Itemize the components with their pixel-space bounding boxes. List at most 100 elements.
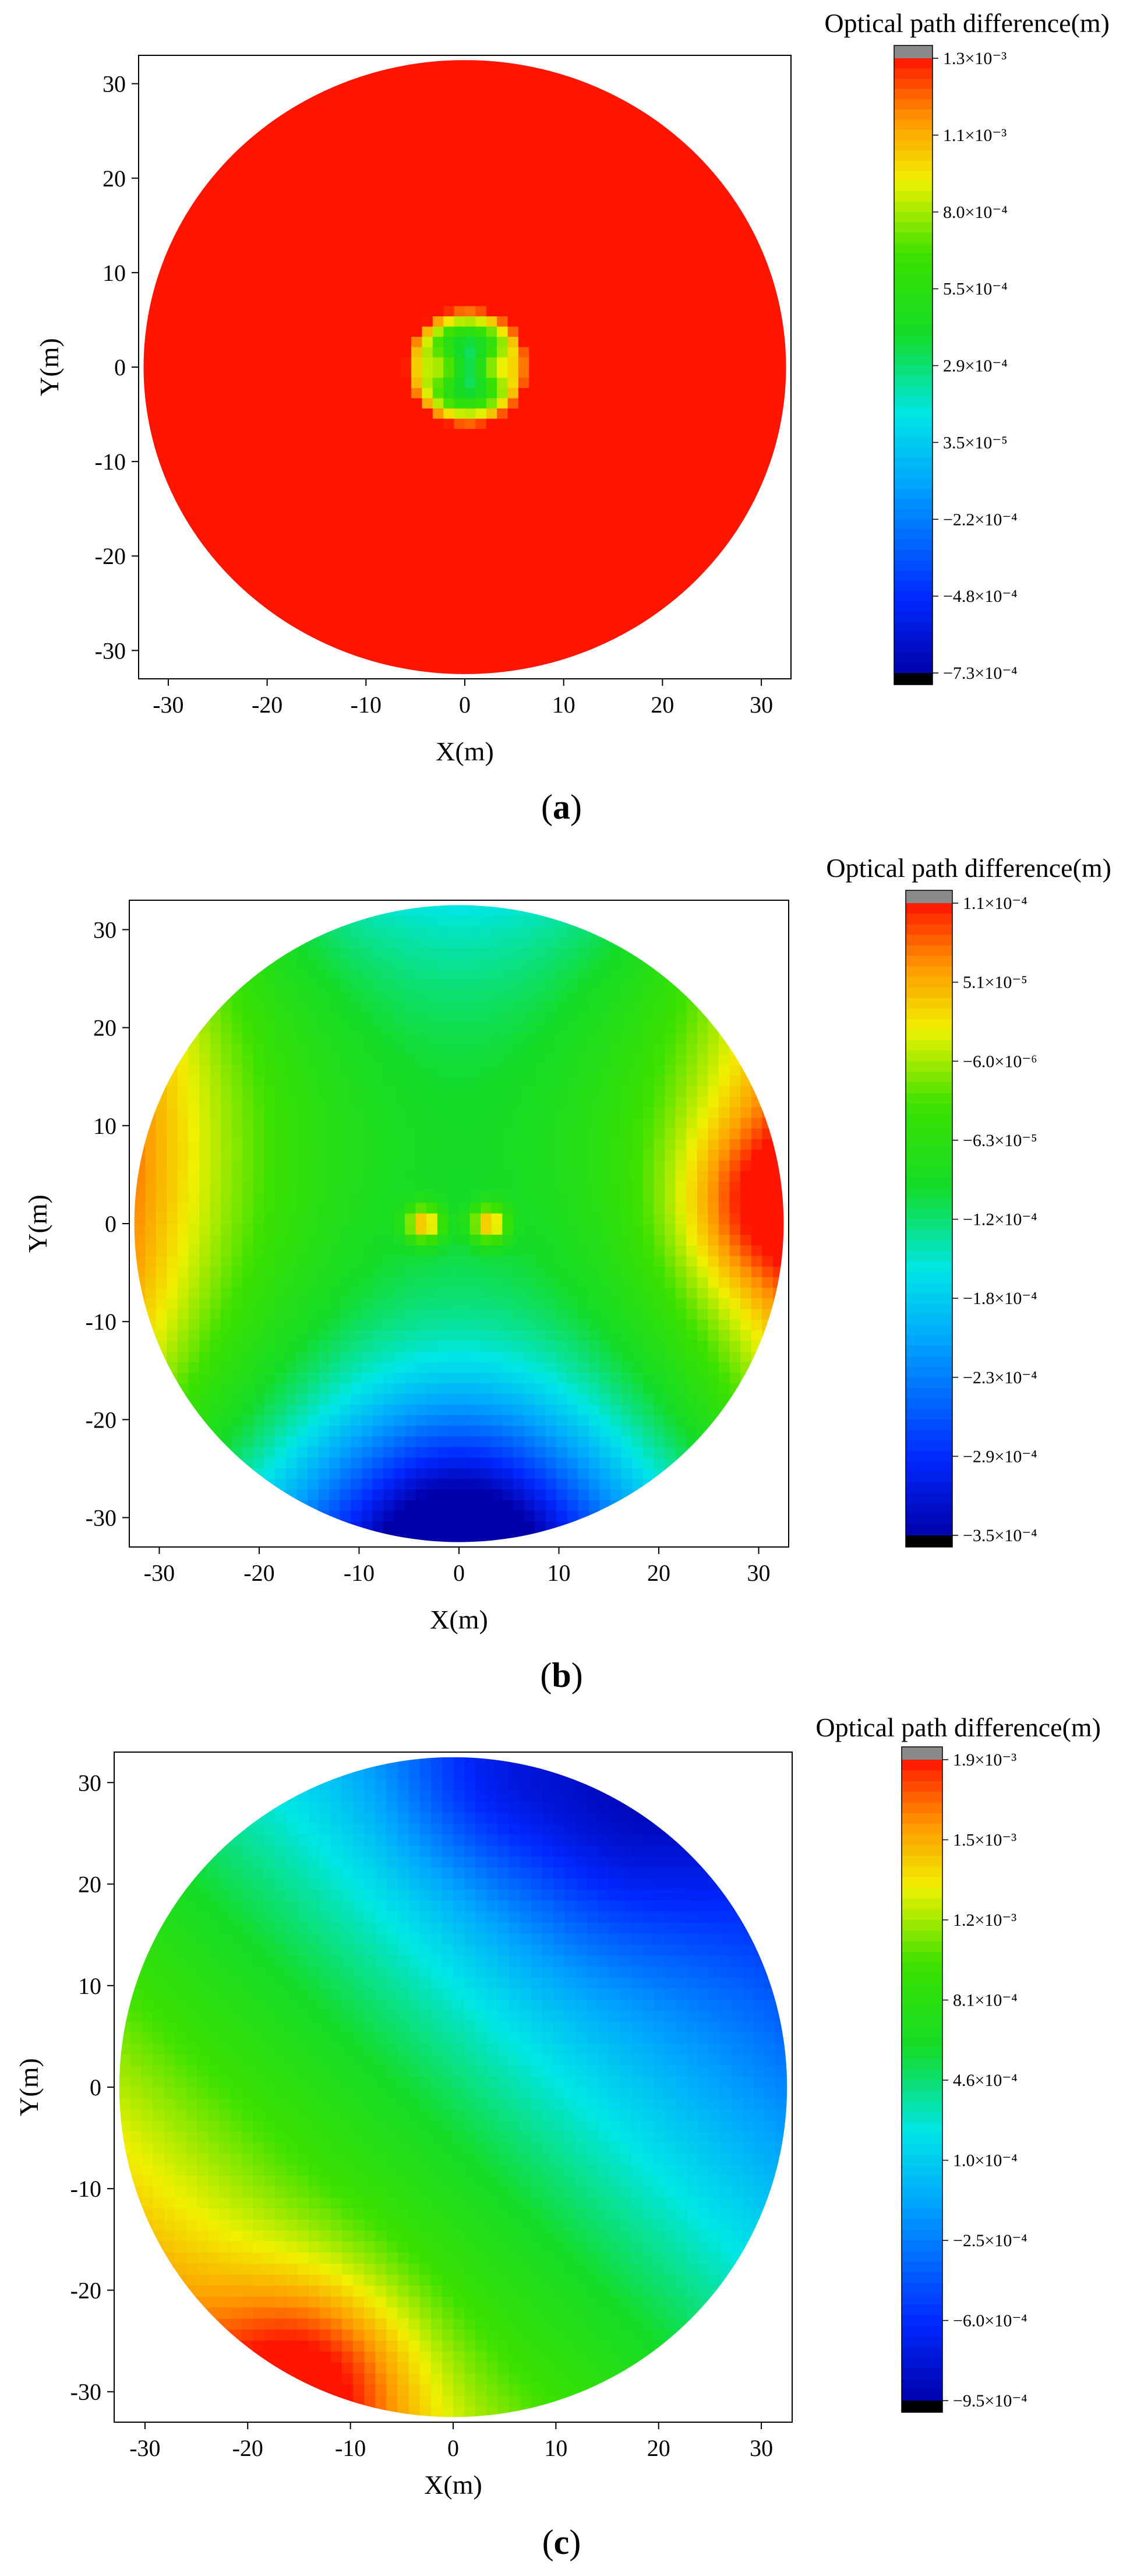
field-cell xyxy=(379,572,391,583)
field-cell xyxy=(390,101,401,112)
field-cell xyxy=(293,602,305,614)
field-cell xyxy=(593,480,605,491)
field-cell xyxy=(197,438,209,450)
field-cell xyxy=(264,1446,276,1458)
field-cell xyxy=(491,1287,503,1299)
field-cell xyxy=(210,1181,222,1193)
field-cell xyxy=(636,438,648,450)
field-cell xyxy=(539,254,551,266)
field-cell xyxy=(304,459,316,470)
field-cell xyxy=(340,1202,351,1214)
field-cell xyxy=(253,1170,265,1182)
field-cell xyxy=(400,132,412,143)
field-cell xyxy=(351,1160,362,1171)
field-cell xyxy=(197,469,209,480)
field-cell xyxy=(775,316,786,327)
field-cell xyxy=(358,367,369,378)
field-cell xyxy=(513,1308,525,1320)
field-cell xyxy=(326,480,337,491)
field-cell xyxy=(293,489,305,501)
field-cell xyxy=(539,664,551,674)
field-cell xyxy=(326,520,337,531)
field-cell xyxy=(465,480,476,491)
field-cell xyxy=(426,1478,438,1490)
field-cell xyxy=(318,1139,330,1150)
field-cell xyxy=(361,1234,373,1246)
field-cell xyxy=(134,1245,146,1256)
field-cell xyxy=(282,408,294,419)
field-cell xyxy=(368,643,380,654)
field-cell xyxy=(253,1372,265,1384)
field-cell xyxy=(615,121,626,132)
field-cell xyxy=(491,1170,503,1182)
field-cell xyxy=(264,1393,276,1405)
field-cell xyxy=(358,265,369,276)
field-cell xyxy=(426,1000,438,1012)
field-cell xyxy=(351,1489,362,1500)
field-cell xyxy=(582,101,594,112)
field-cell xyxy=(315,234,326,245)
field-cell xyxy=(400,254,412,266)
field-cell xyxy=(459,1043,471,1055)
field-cell xyxy=(154,357,166,368)
field-cell xyxy=(732,274,744,286)
field-cell xyxy=(188,1181,200,1193)
field-cell xyxy=(390,162,401,174)
field-cell xyxy=(481,905,492,917)
field-cell xyxy=(636,295,648,306)
field-cell xyxy=(329,1192,341,1203)
field-cell xyxy=(336,387,348,399)
field-cell xyxy=(154,397,166,409)
field-cell xyxy=(207,193,219,204)
field-cell xyxy=(459,1287,471,1299)
field-cell xyxy=(437,947,449,959)
field-cell xyxy=(336,500,348,511)
field-cell xyxy=(326,643,337,654)
field-cell xyxy=(657,572,669,583)
field-cell xyxy=(285,1457,298,1468)
field-cell xyxy=(253,1383,265,1394)
field-cell xyxy=(379,664,391,674)
colorbar-label: −4.8×10⁻⁴ xyxy=(943,587,1018,606)
field-cell xyxy=(491,1064,503,1076)
field-cell xyxy=(390,80,401,91)
field-cell xyxy=(437,968,449,980)
field-cell xyxy=(394,1287,405,1299)
field-cell xyxy=(336,643,348,654)
field-cell xyxy=(491,1521,503,1532)
field-cell xyxy=(199,1074,211,1086)
field-cell xyxy=(502,968,514,980)
field-cell xyxy=(518,582,530,593)
field-cell xyxy=(358,561,369,573)
field-cell xyxy=(379,469,391,480)
field-cell xyxy=(218,182,230,194)
field-cell xyxy=(177,1032,189,1044)
field-cell xyxy=(443,367,455,378)
field-cell xyxy=(329,1404,341,1415)
field-cell xyxy=(415,958,428,970)
field-cell xyxy=(285,1053,298,1065)
field-cell xyxy=(143,377,155,388)
field-cell xyxy=(304,316,316,327)
field-cell xyxy=(282,346,294,358)
field-cell xyxy=(261,367,273,378)
field-cell xyxy=(529,531,541,542)
field-cell xyxy=(625,203,637,214)
field-cell xyxy=(379,551,391,562)
field-cell xyxy=(400,121,412,132)
field-cell xyxy=(571,121,584,132)
field-cell xyxy=(615,162,626,174)
field-cell xyxy=(647,510,658,521)
field-cell xyxy=(518,561,530,573)
field-cell xyxy=(218,397,230,409)
field-cell xyxy=(315,336,326,347)
field-cell xyxy=(199,1425,211,1437)
field-cell xyxy=(315,132,326,143)
field-cell xyxy=(454,592,465,603)
field-cell xyxy=(454,572,465,583)
field-cell xyxy=(443,121,455,132)
field-cell xyxy=(481,1149,492,1161)
field-cell xyxy=(448,1139,460,1150)
field-cell xyxy=(165,428,176,439)
field-cell xyxy=(415,1192,428,1203)
